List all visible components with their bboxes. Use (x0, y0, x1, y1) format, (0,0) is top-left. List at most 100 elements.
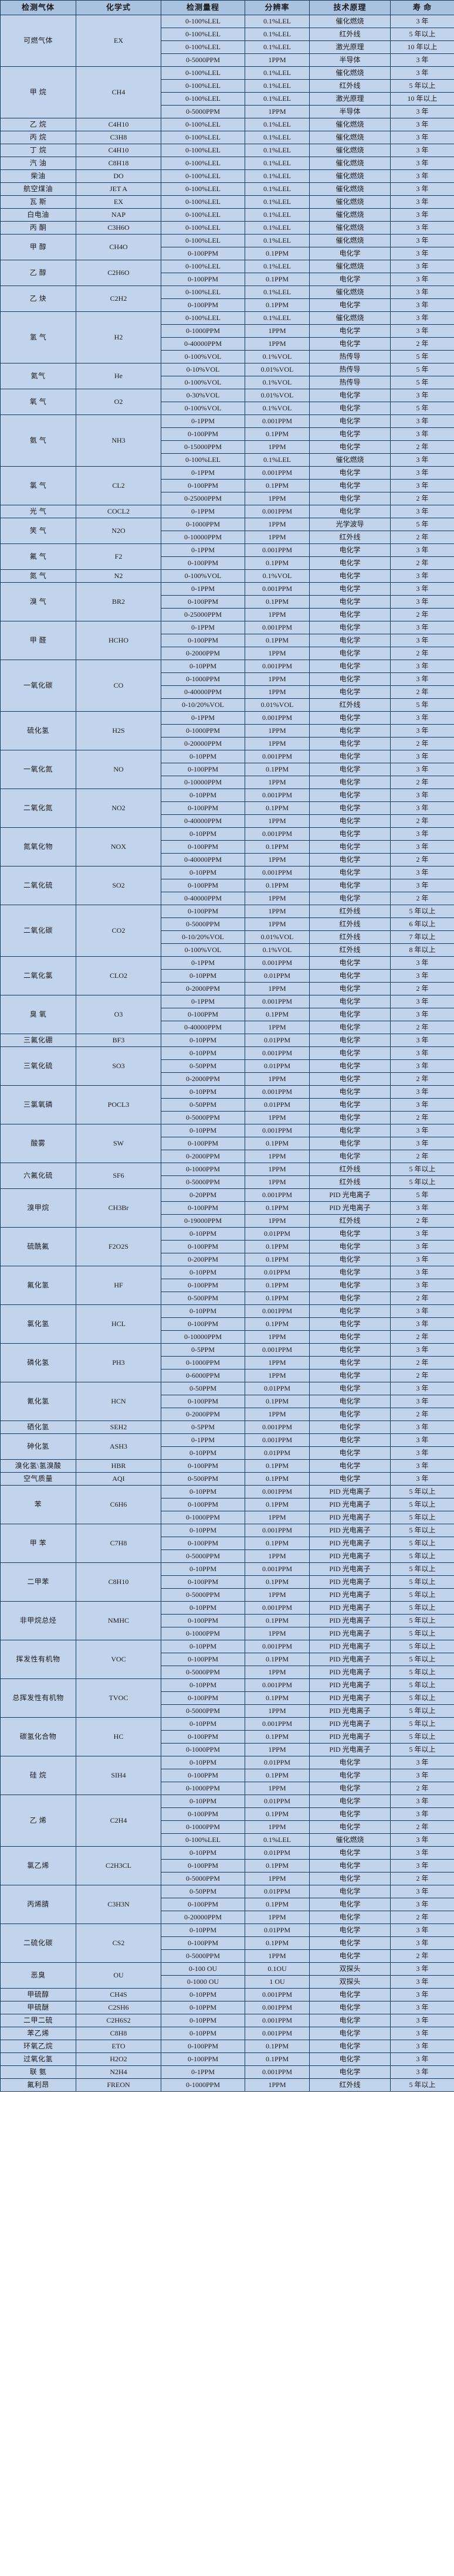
cell-lifetime: 3 年 (390, 182, 454, 196)
cell-range: 0-10PPM (161, 1085, 245, 1099)
cell-formula: CH3Br (76, 1188, 161, 1228)
cell-resolution: 1PPM (245, 608, 310, 621)
cell-resolution: 0.001PPM (245, 1124, 310, 1137)
cell-technology: 催化燃烧 (309, 15, 391, 28)
cell-gas: 甲硫醚 (0, 2001, 76, 2014)
cell-resolution: 0.1PPM (245, 247, 310, 260)
table-row: 0-100%VOL 0.1%VOL 热传导 5 年 (1, 376, 454, 389)
cell-resolution: 1 OU (245, 1975, 310, 1989)
cell-gas: 氯乙烯 (0, 1846, 76, 1885)
cell-resolution: 0.1PPM (245, 1459, 310, 1473)
cell-resolution: 0.001PPM (245, 995, 310, 1008)
cell-lifetime: 3 年 (390, 234, 454, 247)
cell-gas: 氟 气 (0, 543, 76, 570)
table-row: 0-1000PPM 1PPM 电化学 2 年 (1, 1782, 454, 1795)
cell-lifetime: 5 年 (390, 518, 454, 531)
cell-lifetime: 2 年 (390, 1111, 454, 1124)
cell-technology: 电化学 (309, 582, 391, 596)
cell-lifetime: 3 年 (390, 1795, 454, 1808)
table-row: 氨 气 NH3 0-1PPM 0.001PPM 电化学 3 年 (0, 414, 454, 467)
cell-range: 0-10PPM (161, 1304, 245, 1318)
cell-lifetime: 3 年 (390, 208, 454, 222)
table-row: 0-2000PPM 1PPM 电化学 2 年 (1, 1408, 454, 1421)
cell-formula: SF6 (76, 1163, 161, 1189)
table-row: 0-100PPM 0.1PPM 电化学 3 年 (1, 1769, 454, 1782)
table-row: 0-1000PPM 1PPM 电化学 3 年 (1, 324, 454, 338)
cell-resolution: 1PPM (245, 1872, 310, 1885)
cell-gas: 二氧化氮 (0, 789, 76, 828)
cell-technology: 催化燃烧 (309, 195, 391, 209)
cell-lifetime: 2 年 (390, 1408, 454, 1421)
cell-range: 0-100PPM (161, 1575, 245, 1589)
table-row: 苯乙烯 C8H8 0-10PPM 0.001PPM 电化学 3 年 (0, 2027, 454, 2040)
table-row: 0-100PPM 0.1PPM PID 光电离子 5 年以上 (1, 1575, 454, 1589)
table-row: 0-5000PPM 1PPM PID 光电离子 5 年以上 (1, 1666, 454, 1679)
cell-lifetime: 3 年 (390, 1343, 454, 1357)
cell-range: 0-100%LEL (161, 157, 245, 170)
cell-range: 0-10PPM (161, 1034, 245, 1047)
cell-resolution: 0.1PPM (245, 1691, 310, 1705)
cell-lifetime: 3 年 (390, 634, 454, 647)
cell-range: 0-1PPM (161, 414, 245, 428)
cell-lifetime: 6 年以上 (390, 917, 454, 931)
cell-gas: 航空煤油 (0, 182, 76, 196)
cell-lifetime: 3 年 (390, 1098, 454, 1112)
cell-lifetime: 2 年 (390, 492, 454, 505)
cell-range: 0-100PPM (161, 1898, 245, 1911)
table-row: 乙 烷 C4H10 0-100%LEL 0.1%LEL 催化燃烧 3 年 (0, 118, 454, 131)
cell-resolution: 1PPM (245, 982, 310, 995)
table-row: 氯乙烯 C2H3CL 0-10PPM 0.01PPM 电化学 3 年 (0, 1846, 454, 1885)
table-row: 0-5000PPM 1PPM 红外线 5 年以上 (1, 1175, 454, 1189)
cell-range: 0-100PPM (161, 1769, 245, 1782)
cell-lifetime: 5 年以上 (390, 1614, 454, 1627)
cell-technology: 电化学 (309, 1911, 391, 1924)
cell-gas: 挥发性有机物 (0, 1640, 76, 1679)
table-row: 0-100PPM 0.1PPM 电化学 3 年 (1, 801, 454, 815)
cell-range: 0-19000PPM (161, 1214, 245, 1228)
cell-range: 0-20PPM (161, 1188, 245, 1202)
cell-range: 0-100PPM (161, 2040, 245, 2053)
table-row: 甲硫醚 C2SH6 0-10PPM 0.001PPM 电化学 3 年 (0, 2001, 454, 2014)
cell-formula: C6H6 (76, 1485, 161, 1524)
cell-lifetime: 3 年 (390, 453, 454, 467)
cell-lifetime: 2 年 (390, 337, 454, 351)
cell-gas: 砷化氢 (0, 1433, 76, 1460)
cell-gas: 甲 苯 (0, 1524, 76, 1563)
cell-resolution: 0.01PPM (245, 1227, 310, 1241)
cell-resolution: 0.001PPM (245, 750, 310, 763)
cell-range: 0-10PPM (161, 1124, 245, 1137)
cell-formula: EX (76, 15, 161, 67)
cell-formula: C2H2 (76, 286, 161, 312)
cell-technology: PID 光电离子 (309, 1511, 391, 1524)
cell-resolution: 0.001PPM (245, 1046, 310, 1060)
cell-technology: 电化学 (309, 1085, 391, 1099)
cell-resolution: 0.01PPM (245, 969, 310, 983)
cell-formula: C7H8 (76, 1524, 161, 1563)
cell-lifetime: 3 年 (390, 1756, 454, 1769)
cell-range: 0-10PPM (161, 1524, 245, 1537)
cell-resolution: 1PPM (245, 337, 310, 351)
cell-resolution: 0.01PPM (245, 1846, 310, 1860)
cell-range: 0-100%LEL (161, 453, 245, 467)
cell-technology: 电化学 (309, 1266, 391, 1279)
cell-lifetime: 3 年 (390, 414, 454, 428)
cell-technology: 电化学 (309, 1111, 391, 1124)
cell-technology: 红外线 (309, 905, 391, 918)
cell-range: 0-5000PPM (161, 1704, 245, 1718)
cell-lifetime: 2 年 (390, 776, 454, 789)
cell-technology: 红外线 (309, 79, 391, 93)
cell-resolution: 0.1PPM (245, 273, 310, 286)
cell-technology: 催化燃烧 (309, 260, 391, 273)
cell-resolution: 0.01%VOL (245, 363, 310, 376)
cell-formula: NMHC (76, 1601, 161, 1640)
cell-gas: 乙 烷 (0, 118, 76, 131)
cell-lifetime: 5 年以上 (390, 1163, 454, 1176)
cell-range: 0-1PPM (161, 1433, 245, 1447)
cell-formula: SO3 (76, 1046, 161, 1086)
cell-resolution: 0.001PPM (245, 2027, 310, 2040)
cell-technology: 电化学 (309, 1782, 391, 1795)
cell-gas: 碳氢化合物 (0, 1717, 76, 1756)
header-resolution: 分辨率 (245, 0, 310, 15)
cell-resolution: 0.1%LEL (245, 169, 310, 183)
cell-resolution: 0.001PPM (245, 1524, 310, 1537)
